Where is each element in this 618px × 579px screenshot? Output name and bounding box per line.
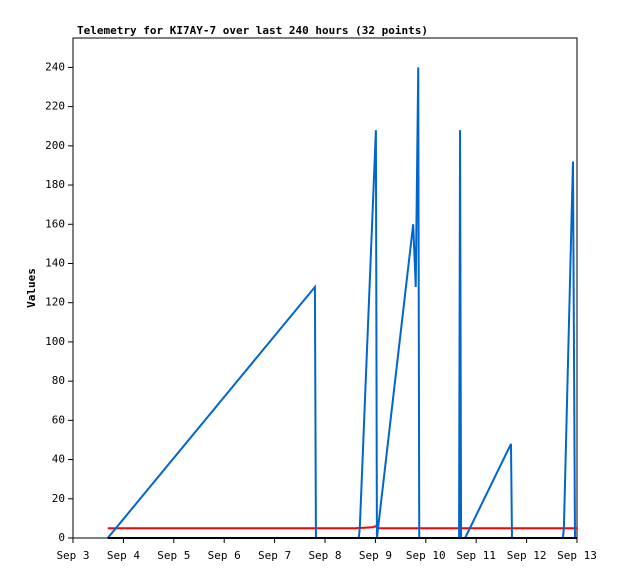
y-tick-label: 40 <box>52 453 65 466</box>
series-line <box>107 67 577 539</box>
chart-title: Telemetry for KI7AY-7 over last 240 hour… <box>77 24 428 37</box>
x-tick-label: Sep 11 <box>456 549 496 562</box>
y-tick-label: 100 <box>45 335 65 348</box>
y-tick-label: 60 <box>52 413 65 426</box>
series-line <box>107 525 577 530</box>
x-tick-label: Sep 9 <box>359 549 392 562</box>
y-tick-label: 200 <box>45 139 65 152</box>
y-axis-label: Values <box>25 268 38 308</box>
x-tick-label: Sep 5 <box>157 549 190 562</box>
x-tick-label: Sep 10 <box>406 549 446 562</box>
x-tick-label: Sep 4 <box>107 549 140 562</box>
y-tick-label: 80 <box>52 374 65 387</box>
y-tick-label: 120 <box>45 296 65 309</box>
x-tick-label: Sep 6 <box>208 549 241 562</box>
y-tick-label: 220 <box>45 100 65 113</box>
y-tick-label: 160 <box>45 217 65 230</box>
y-tick-label: 140 <box>45 256 65 269</box>
y-tick-label: 20 <box>52 492 65 505</box>
x-tick-label: Sep 12 <box>507 549 547 562</box>
x-tick-label: Sep 3 <box>56 549 89 562</box>
y-tick-label: 0 <box>58 531 65 544</box>
x-tick-label: Sep 8 <box>308 549 341 562</box>
y-tick-label: 180 <box>45 178 65 191</box>
y-tick-label: 240 <box>45 60 65 73</box>
x-tick-label: Sep 13 <box>557 549 597 562</box>
x-tick-label: Sep 7 <box>258 549 291 562</box>
